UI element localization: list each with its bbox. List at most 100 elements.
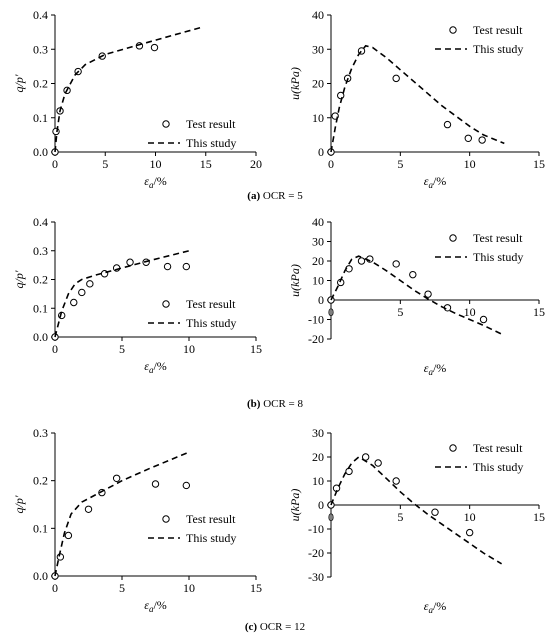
y-tick-label: 0.0 [33,569,48,583]
y-tick-label: 0.2 [33,474,48,488]
y-tick-label: 0.1 [33,521,48,535]
legend-label-this-study: This study [186,136,236,150]
y-tick-label: 30 [312,426,324,440]
y-tick-label: 10 [312,474,324,488]
x-tick-label: 0 [328,510,334,524]
y-tick-label: 0 [318,498,324,512]
y-axis-label: u(kPa) [288,67,302,100]
x-tick-label: 10 [464,305,476,319]
legend-label-this-study: This study [473,42,523,56]
data-point-test-result [52,127,60,136]
x-tick-label: 10 [183,342,195,356]
y-tick-label: -20 [308,332,324,346]
x-tick-label: 5 [397,510,403,524]
x-axis-label: εa/% [144,174,167,190]
x-tick-label: 5 [397,157,403,171]
y-tick-label: 30 [312,42,324,56]
legend-label-this-study: This study [473,250,523,264]
y-tick-label: 10 [312,274,324,288]
caption-b-text: OCR = 8 [263,398,304,410]
data-point-test-result [409,270,417,279]
caption-c-letter: (c) [244,621,258,633]
data-point-test-result [78,288,86,297]
y-tick-label: -20 [308,546,324,560]
data-point-test-result [84,505,93,513]
caption-a: (a) OCR = 5 [0,190,550,202]
series-line-this-study [54,451,190,577]
x-tick-label: 10 [150,157,162,171]
legend-label-test-result: Test result [473,441,523,455]
x-tick-label: 15 [533,305,545,319]
y-tick-label: -10 [308,313,324,327]
data-point-test-result [392,260,400,268]
data-point-test-result [464,134,472,143]
y-tick-label: 40 [312,8,324,22]
x-tick-label: 10 [464,510,476,524]
chart-c-left: 0.0 0.1 0.2 0.3 0 5 10 15 εa/% q/p′ Test result Thi… [12,426,262,614]
x-tick-label: 15 [200,157,212,171]
legend-label-test-result: Test result [186,117,236,131]
data-point-test-result [392,477,400,485]
data-point-test-result [337,91,345,100]
y-tick-label: 20 [312,450,324,464]
data-point-test-result [374,459,382,467]
x-tick-label: 15 [533,157,545,171]
y-tick-label: 0.2 [33,77,48,91]
data-point-test-result [163,262,172,271]
x-tick-label: 5 [119,581,125,595]
legend-marker-test-result [449,26,457,34]
legend-marker-test-result [449,444,457,452]
data-point-test-result [479,315,488,324]
chart-a-right: 0 10 20 30 40 0 5 10 15 εa/% u(kPa) Test result This… [288,8,545,190]
legend-marker-test-result [449,234,457,242]
y-tick-label: 20 [312,77,324,91]
y-tick-label: -10 [308,522,324,536]
y-axis-label: q/p′ [12,74,26,92]
data-point-test-result [431,508,439,516]
x-tick-label: 10 [183,581,195,595]
x-tick-label: 15 [250,581,262,595]
x-axis-label: εa/% [144,598,167,614]
y-axis-label: u(kPa) [288,264,302,297]
x-tick-label: 5 [102,157,108,171]
series-line-this-study [330,456,503,565]
y-tick-label: 0.0 [33,330,48,344]
y-tick-label: 0.1 [33,111,48,125]
legend-label-test-result: Test result [473,23,523,37]
x-axis-label: εa/% [144,359,167,375]
chart-a-left: 0.0 0.1 0.2 0.3 0.4 0 5 10 15 20 εa/% q/p′ Test resu… [12,8,262,190]
x-axis-label: εa/% [424,174,447,190]
data-point-test-result [86,280,94,288]
data-point-test-result [150,43,159,52]
data-point-test-result [112,474,121,482]
y-axis-label: u(kPa) [288,489,302,522]
x-tick-label: 0 [328,305,334,319]
legend-marker-test-result [162,120,170,128]
legend-label-test-result: Test result [186,297,236,311]
series-line-this-study [54,26,203,153]
y-axis-label: q/p′ [12,270,26,288]
y-tick-label: 40 [312,215,324,229]
chart-c-right: -30 -20 -10 0 10 20 30 0 5 10 15 εa/% u(kPa) Test res… [288,426,545,615]
data-point-test-result [478,136,486,144]
data-point-test-result [70,298,78,307]
x-tick-label: 15 [250,342,262,356]
series-line-this-study [330,44,505,153]
legend-label-test-result: Test result [186,512,236,526]
x-tick-label: 0 [52,342,58,356]
x-tick-label: 10 [464,157,476,171]
y-tick-label: 0.4 [33,215,48,229]
x-tick-label: 5 [119,342,125,356]
data-point-test-result [182,481,191,490]
y-tick-label: 0 [318,145,324,159]
data-point-test-result [357,257,366,265]
x-tick-label: 0 [52,581,58,595]
chart-b-left: 0.0 0.1 0.2 0.3 0.4 0 5 10 15 εa/% q/p′ Test result… [12,215,262,375]
chart-b-right: -20 -10 0 10 20 30 40 0 5 10 15 εa/% u(kPa) Test resu… [288,215,545,377]
caption-a-letter: (a) [247,190,261,202]
y-tick-label: 0.3 [33,244,48,258]
legend-marker-test-result [162,300,170,308]
legend-label-this-study: This study [186,316,236,330]
legend-label-test-result: Test result [473,231,523,245]
